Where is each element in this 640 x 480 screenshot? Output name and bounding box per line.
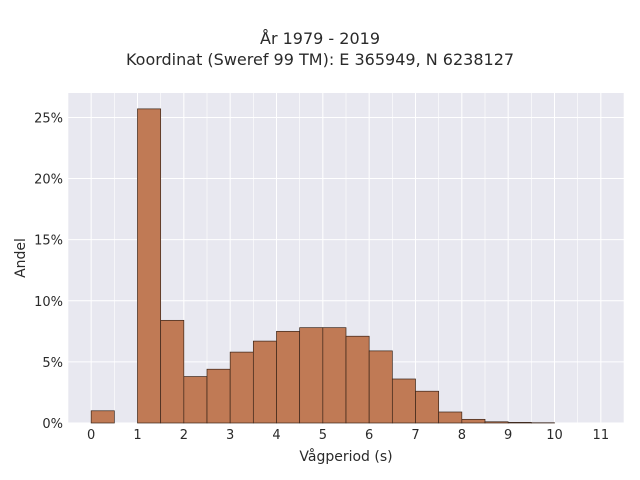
histogram-bar	[438, 411, 463, 424]
y-tick-label: 20%	[34, 173, 63, 188]
x-axis-label: Vågperiod (s)	[299, 448, 392, 465]
chart-title: År 1979 - 2019	[260, 29, 380, 48]
x-tick-label: 0	[87, 428, 95, 443]
tick-labels: 0 1 2 3 4 5 6 7 8 9 10 11 0% 5% 10% 15% 20% 25%	[34, 111, 609, 443]
histogram-bar	[299, 327, 324, 424]
x-tick-label: 9	[504, 428, 512, 443]
histogram-bar	[415, 390, 440, 424]
y-tick-label: 0%	[42, 417, 63, 432]
x-tick-label: 8	[458, 428, 466, 443]
chart-subtitle: Koordinat (Sweref 99 TM): E 365949, N 62…	[125, 50, 515, 69]
x-tick-label: 4	[272, 428, 280, 443]
histogram-bar	[206, 368, 231, 424]
histogram-bar	[322, 327, 347, 424]
histogram-bar	[345, 335, 370, 424]
histogram-bar	[229, 351, 254, 424]
histogram-bar	[484, 421, 509, 424]
histogram-bar	[368, 350, 393, 424]
y-axis-label: Andel	[13, 238, 29, 278]
y-tick-label: 10%	[34, 295, 63, 310]
x-tick-label: 1	[133, 428, 141, 443]
x-tick-label: 10	[546, 428, 563, 443]
histogram-bar	[461, 418, 486, 424]
x-tick-label: 5	[319, 428, 327, 443]
y-tick-label: 15%	[34, 234, 63, 249]
x-tick-label: 2	[180, 428, 188, 443]
y-tick-label: 25%	[34, 111, 63, 126]
histogram-bar	[391, 378, 416, 424]
histogram-bar	[252, 340, 277, 424]
histogram-bar	[183, 376, 208, 424]
x-tick-label: 11	[593, 428, 610, 443]
histogram-bar	[160, 319, 185, 424]
histogram-bar	[137, 108, 162, 424]
x-tick-label: 6	[365, 428, 373, 443]
bars	[90, 108, 555, 424]
y-tick-label: 5%	[42, 356, 63, 371]
histogram-bar	[90, 410, 115, 424]
x-tick-label: 7	[411, 428, 419, 443]
histogram-bar	[276, 330, 301, 424]
histogram-bar	[507, 422, 532, 424]
x-tick-label: 3	[226, 428, 234, 443]
